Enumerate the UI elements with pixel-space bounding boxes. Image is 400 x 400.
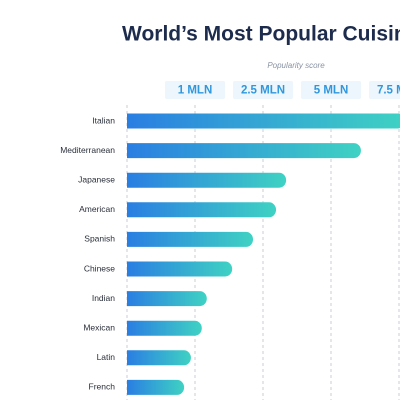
x-tick-label: 7.5 MLN bbox=[377, 85, 400, 97]
bar bbox=[127, 261, 233, 277]
x-axis-label: Popularity score bbox=[267, 61, 325, 70]
category-label: Mexican bbox=[83, 322, 115, 332]
category-label: Chinese bbox=[84, 263, 115, 273]
bar bbox=[127, 379, 185, 395]
category-label: French bbox=[89, 382, 116, 392]
tick-label-bg bbox=[233, 81, 293, 99]
tick-label-bg bbox=[165, 81, 225, 99]
category-label: Spanish bbox=[84, 234, 115, 244]
x-tick-label: 5 MLN bbox=[314, 85, 349, 97]
chart-title: World’s Most Popular Cuisine bbox=[122, 23, 400, 46]
bar bbox=[127, 202, 277, 218]
x-tick-label: 2.5 MLN bbox=[241, 85, 285, 97]
category-label: Japanese bbox=[78, 174, 115, 184]
bar bbox=[127, 172, 287, 188]
tick-label-bg bbox=[369, 81, 400, 99]
category-label: American bbox=[79, 204, 115, 214]
category-label: Latin bbox=[97, 352, 116, 362]
bar bbox=[127, 291, 207, 307]
category-label: Indian bbox=[92, 293, 115, 303]
bar bbox=[127, 143, 361, 159]
x-tick-label: 1 MLN bbox=[178, 85, 213, 97]
bar bbox=[127, 231, 254, 247]
tick-label-bg bbox=[301, 81, 361, 99]
bar bbox=[127, 350, 191, 366]
category-label: Mediterranean bbox=[60, 145, 115, 155]
category-label: Italian bbox=[92, 115, 115, 125]
bar bbox=[127, 113, 400, 129]
bar bbox=[127, 320, 202, 336]
